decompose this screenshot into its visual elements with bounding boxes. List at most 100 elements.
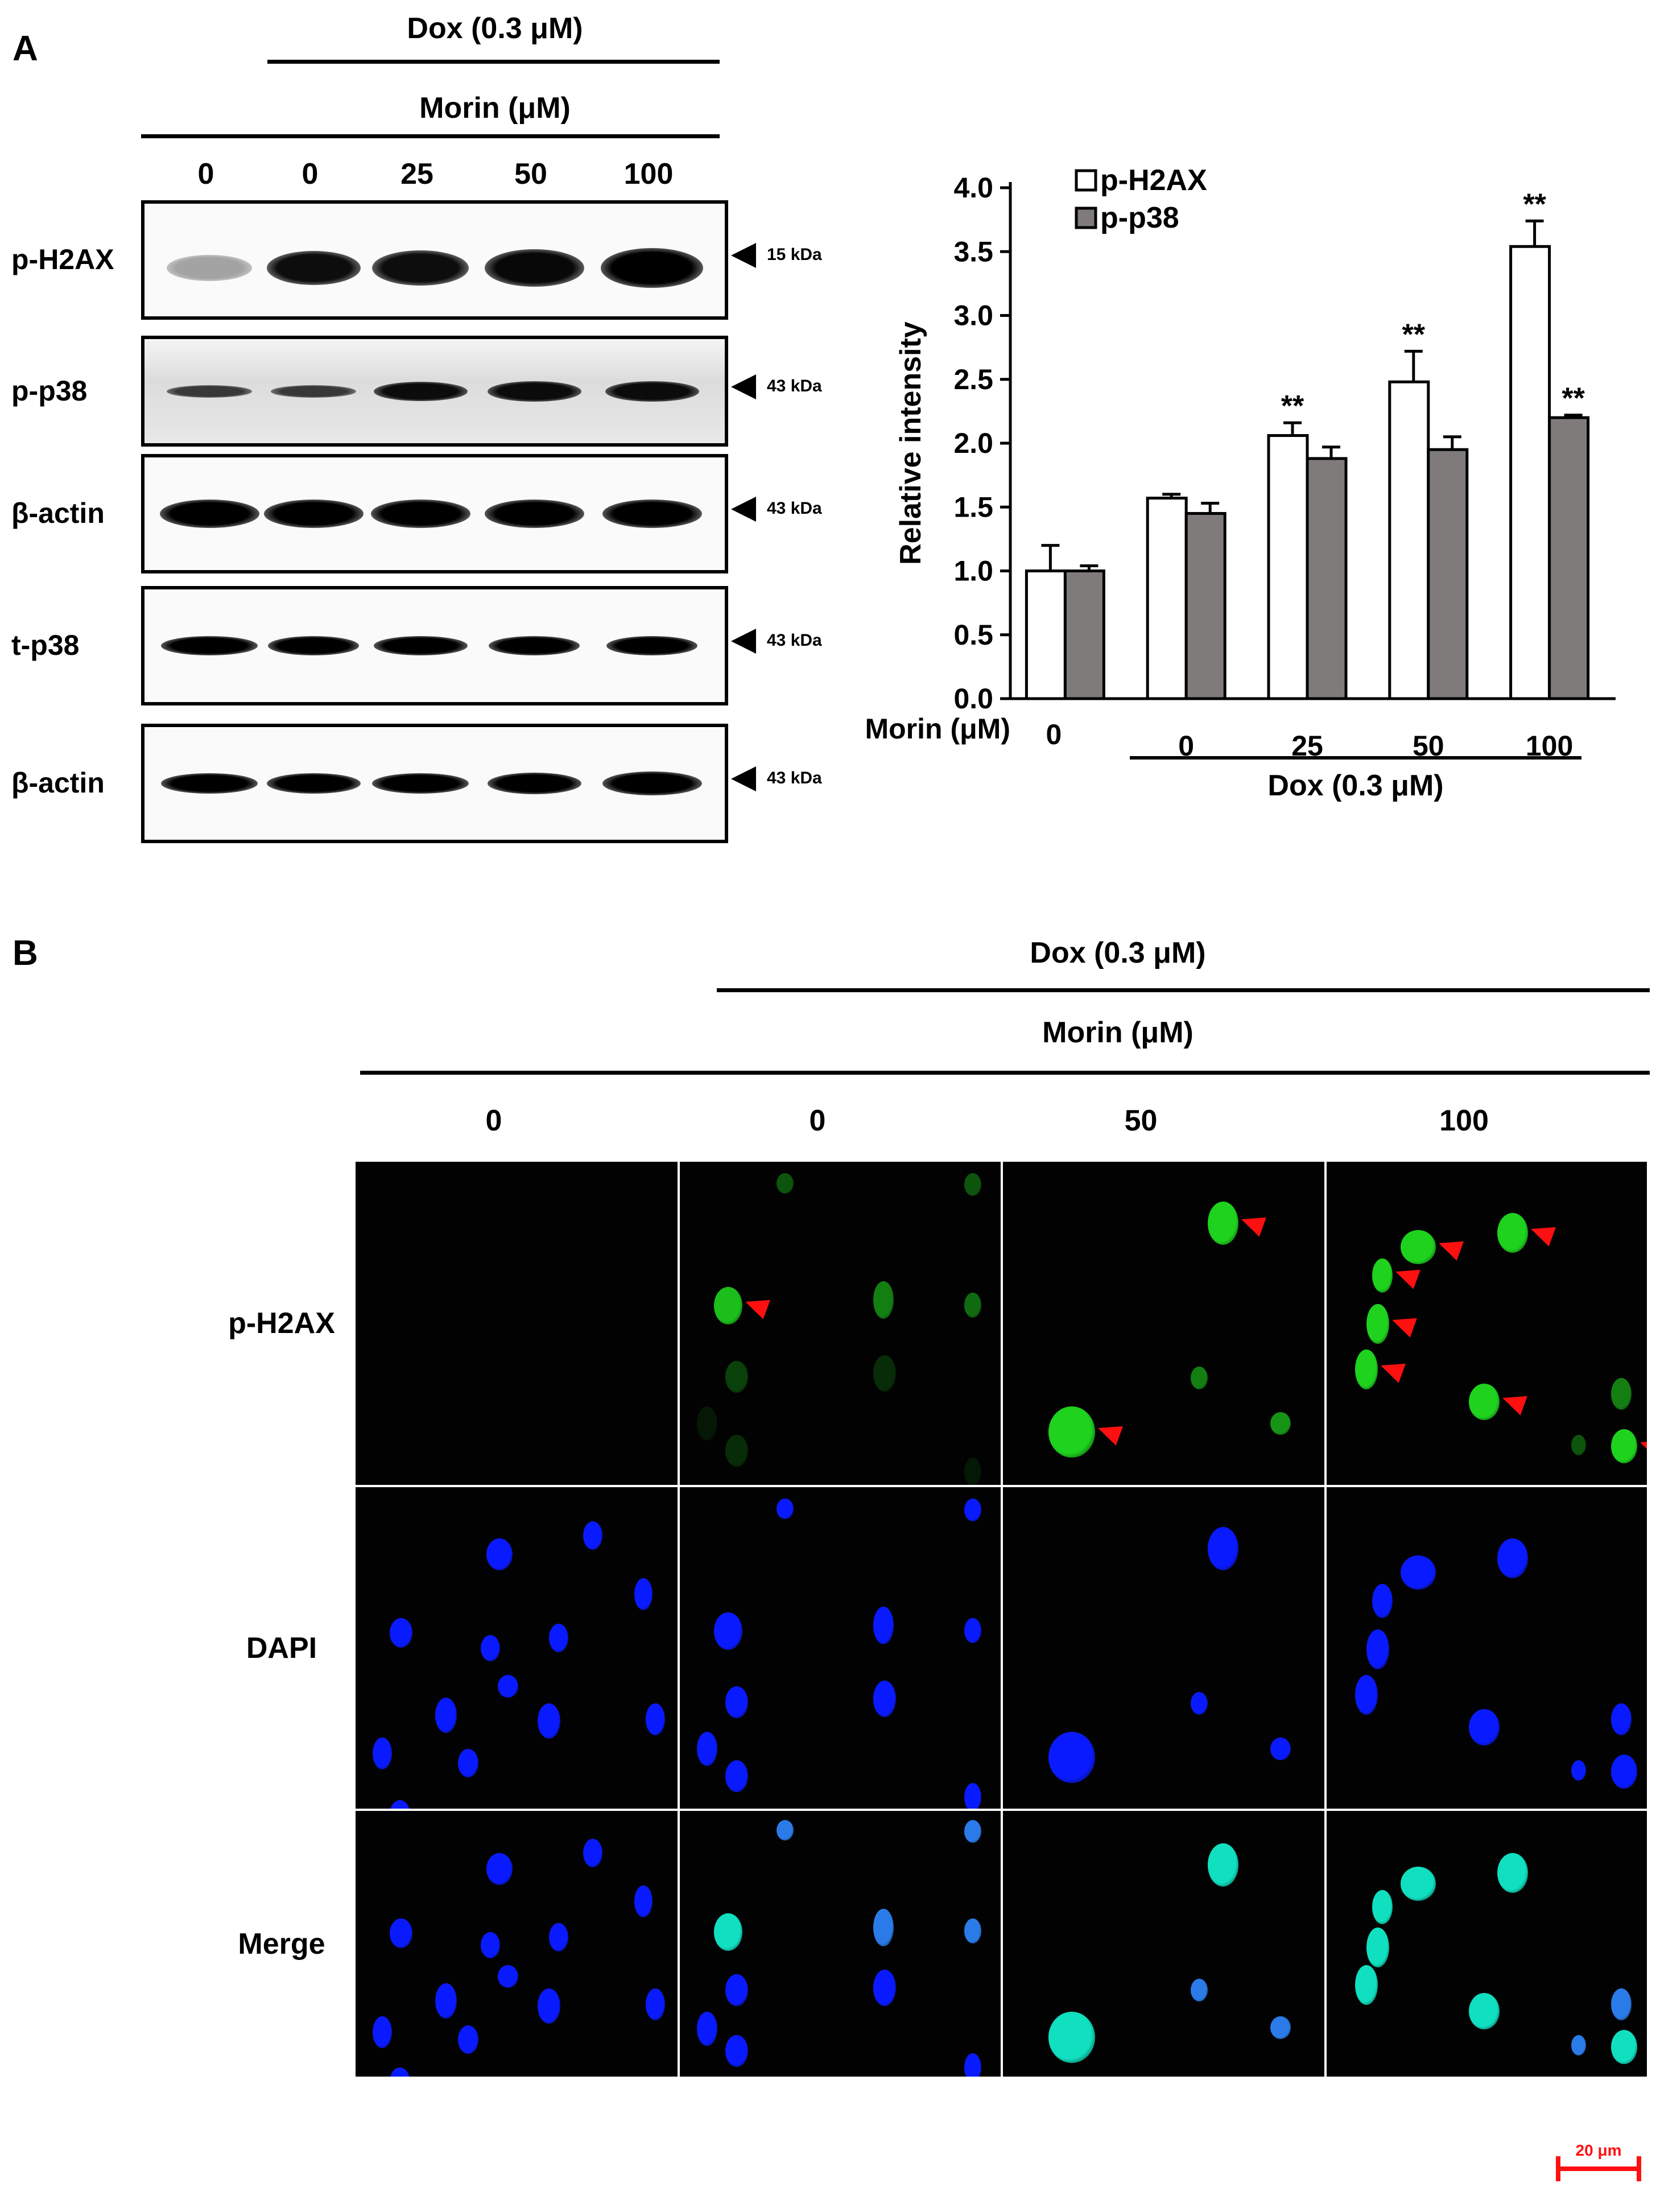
morin-header-b: Morin (μM)	[1042, 1016, 1194, 1049]
nucleus	[583, 1521, 602, 1550]
micrograph-dapi-1	[680, 1487, 1001, 1809]
dox-rule-a	[267, 60, 720, 64]
scale-bar-cap-left	[1556, 2156, 1560, 2181]
blot-1	[141, 336, 728, 447]
protein-label: p-p38	[11, 374, 88, 407]
nucleus	[873, 1909, 894, 1947]
micrograph-merge-1	[680, 1811, 1001, 2077]
nucleus	[777, 1173, 794, 1194]
red-arrow-icon	[1377, 1356, 1406, 1383]
nucleus	[1372, 1258, 1393, 1293]
nucleus	[1355, 1965, 1378, 2005]
y-axis-label: Relative intensity	[894, 321, 927, 565]
nucleus	[964, 1293, 981, 1318]
red-arrow-icon	[1095, 1418, 1123, 1446]
red-arrow-icon	[1392, 1262, 1420, 1289]
micrograph-p-h2ax-0	[356, 1162, 678, 1485]
bar-p-H2AX	[1509, 245, 1551, 700]
nucleus	[646, 1988, 665, 2020]
significance-label: **	[1281, 390, 1304, 423]
red-arrow-icon	[1435, 1233, 1464, 1261]
blot-band	[484, 500, 584, 528]
red-arrow-icon	[1389, 1310, 1417, 1338]
significance-label: **	[1523, 188, 1546, 221]
scale-bar-cap-right	[1637, 2156, 1641, 2181]
bar-p-p38	[1063, 569, 1105, 700]
nucleus	[1497, 1538, 1528, 1578]
nucleus	[714, 1913, 742, 1951]
blot-band	[602, 500, 702, 528]
nucleus	[458, 1749, 478, 1777]
nucleus	[390, 1800, 410, 1809]
marker-label: 43 kDa	[767, 499, 822, 518]
nucleus	[1208, 1843, 1238, 1887]
blot-band	[161, 636, 258, 655]
marker-label: 43 kDa	[767, 631, 822, 650]
nucleus	[777, 1499, 794, 1519]
nucleus	[964, 1458, 981, 1485]
dox-group-label: Dox (0.3 μM)	[1267, 769, 1443, 802]
x-axis-prefix-label: Morin (μM)	[865, 713, 1010, 745]
nucleus	[634, 1885, 653, 1918]
nucleus	[725, 1760, 748, 1792]
micrograph-dapi-0	[356, 1487, 678, 1809]
blot-4	[141, 724, 728, 843]
significance-label: **	[1562, 382, 1585, 415]
arrow-icon	[731, 374, 756, 399]
nucleus	[1208, 1202, 1238, 1245]
blot-band	[161, 773, 258, 794]
legend-label: p-H2AX	[1100, 164, 1207, 197]
micrograph-p-h2ax-2	[1003, 1162, 1324, 1485]
nucleus	[1401, 1230, 1436, 1264]
blot-band	[266, 773, 361, 794]
nucleus	[373, 2016, 392, 2048]
dox-header-b: Dox (0.3 μM)	[1030, 936, 1206, 969]
nucleus	[549, 1922, 568, 1951]
nucleus	[1571, 1435, 1586, 1455]
nucleus	[873, 1355, 896, 1392]
blot-band	[372, 773, 469, 794]
x-tick-label: 0	[1046, 719, 1062, 750]
blot-3	[141, 586, 728, 705]
nucleus	[1469, 1992, 1500, 2029]
micrograph-column-label: 50	[1124, 1104, 1158, 1137]
nucleus	[725, 1435, 748, 1467]
nucleus	[964, 1820, 981, 1843]
blot-band	[159, 500, 259, 528]
nucleus	[873, 1969, 896, 2006]
y-tick-label: 4.0	[953, 172, 993, 204]
panel-a-label: A	[13, 29, 38, 68]
nucleus	[964, 1499, 981, 1521]
nucleus	[1048, 1406, 1095, 1458]
micrograph-grid	[356, 1162, 1647, 2077]
nucleus	[1372, 1890, 1393, 1925]
micrograph-column-label: 100	[1439, 1104, 1489, 1137]
micrograph-dapi-2	[1003, 1487, 1324, 1809]
nucleus	[549, 1624, 568, 1652]
nucleus	[1270, 1412, 1291, 1435]
bar-p-H2AX	[1388, 380, 1430, 700]
micrograph-column-label: 0	[809, 1104, 826, 1137]
red-arrow-icon	[1238, 1210, 1266, 1237]
nucleus	[481, 1635, 500, 1661]
nucleus	[373, 1738, 392, 1769]
nucleus	[498, 1675, 518, 1698]
nucleus	[725, 1974, 748, 2006]
blot-band	[373, 636, 468, 655]
blot-band	[167, 385, 252, 398]
nucleus	[1048, 1732, 1095, 1783]
legend-label: p-p38	[1100, 201, 1179, 234]
micrograph-row-label: p-H2AX	[228, 1307, 335, 1340]
legend-swatch	[1075, 207, 1097, 229]
arrow-icon	[731, 629, 756, 654]
lane-label: 50	[514, 158, 547, 191]
nucleus	[1048, 2011, 1095, 2063]
nucleus	[538, 1703, 560, 1739]
nucleus	[714, 1612, 742, 1650]
scale-bar-label: 20 μm	[1575, 2141, 1622, 2159]
nucleus	[1270, 1738, 1291, 1760]
nucleus	[486, 1852, 513, 1885]
legend-swatch	[1075, 169, 1097, 192]
micrograph-merge-0	[356, 1811, 678, 2077]
nucleus	[714, 1287, 742, 1324]
